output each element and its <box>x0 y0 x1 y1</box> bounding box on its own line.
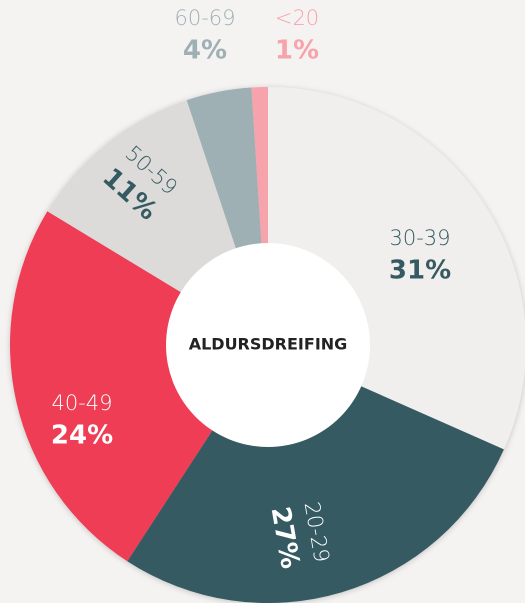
slice-label: 40-49 24% <box>51 391 113 451</box>
slice <box>186 87 262 251</box>
donut-hole <box>166 243 370 447</box>
category-label: 40-49 <box>51 391 112 415</box>
value-label: 24% <box>51 421 113 451</box>
slice-label: <201% <box>275 6 319 66</box>
slice <box>47 100 237 294</box>
slice <box>268 87 525 450</box>
value-label: 31% <box>389 256 451 286</box>
slice-label: 60-69 4% <box>174 6 235 66</box>
category-label: <20 <box>275 6 319 30</box>
category-label: 30-39 <box>389 226 450 250</box>
slice <box>127 385 504 603</box>
value-label: 1% <box>275 36 319 66</box>
value-label: 4% <box>183 36 227 66</box>
slice <box>9 211 214 562</box>
slice-label: 30-39 31% <box>389 226 451 286</box>
chart-title: ALDURSDREIFING <box>189 335 348 354</box>
category-label: 60-69 <box>174 6 235 30</box>
slice <box>251 87 268 246</box>
